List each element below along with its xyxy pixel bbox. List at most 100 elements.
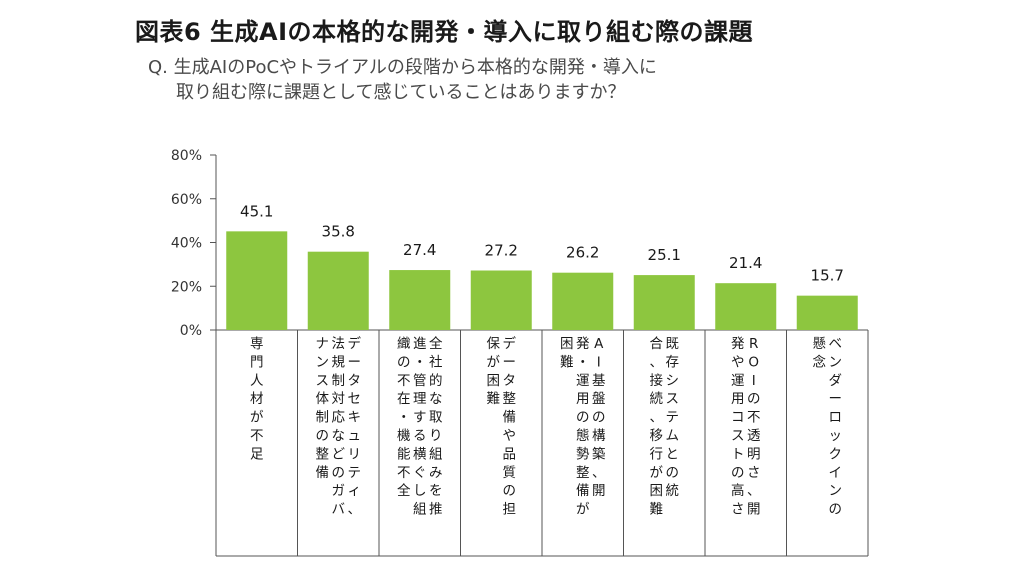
category-label-char: ク [829,446,843,462]
category-label-char: 進 [413,336,427,352]
category-label-char: 築 [592,446,606,462]
category-label-char: 構 [592,428,606,444]
category-label-char: ナ [316,336,330,352]
category-label-char: す [413,410,427,426]
category-label-char: 懸 [813,336,827,352]
category-label-char: 困 [650,483,664,499]
category-label-char: 困 [487,373,501,389]
category-label-char: ト [731,446,745,462]
y-tick-label: 80% [171,148,202,164]
category-label-char: 基 [592,372,606,389]
category-label-char: 、 [650,410,664,426]
y-tick-label: 60% [171,192,202,208]
category-label-char: 備 [503,410,517,426]
category-label-char: I [752,373,756,389]
category-label-char: 体 [316,391,330,407]
bar [389,270,451,330]
category-label-char: 推 [429,502,443,518]
category-label-char: 不 [397,373,411,389]
category-label-char: 専 [250,336,264,352]
category-label-char: リ [348,446,362,462]
category-label-char: 応 [332,410,346,426]
category-label-char: 整 [576,465,590,481]
category-label-char: や [503,428,517,444]
category-label-char: バ [332,502,346,518]
bar [552,272,614,330]
category-label-char: タ [503,373,517,389]
data-label: 15.7 [811,267,844,285]
category-label-char: さ [731,502,745,518]
y-tick-label: 0% [180,323,202,339]
category-label-char: ・ [397,410,411,426]
category-label-char: の [666,465,680,481]
bar [470,270,532,330]
category-label-char: 態 [576,428,590,444]
category-label-char: ベ [829,336,843,352]
category-label-char: A [594,336,604,352]
category-label-char: 開 [592,483,606,499]
category-label-char: の [592,410,606,426]
category-label-char: 、 [348,502,362,518]
category-label-char: 移 [650,428,664,444]
category-label-char: 運 [576,373,590,389]
category-label-char: ガ [332,483,346,499]
category-label-char: 接 [650,372,664,389]
category-label-char: ス [666,391,680,407]
category-label-char: 取 [429,410,443,426]
category-label-char: 難 [487,391,501,407]
category-label-char: の [747,391,761,407]
category-label-char: 不 [250,428,264,444]
category-label-char: ス [316,373,330,389]
category-label-char: ど [332,446,346,462]
category-label-char: の [316,428,330,444]
category-label-char: 運 [731,373,745,389]
category-label-char: ー [829,391,843,407]
y-tick-label: 40% [171,236,202,252]
survey-question-line-1: Q. 生成AIのPoCやトライアルの段階から本格的な開発・導入に [148,57,657,78]
category-label-char: 担 [503,502,517,518]
category-label-char: デ [348,335,362,352]
category-label-char: 質 [503,465,517,481]
category-label-char: 保 [487,336,501,352]
data-label: 26.2 [566,244,599,262]
category-label-char: 発 [731,336,745,352]
category-label-char: 合 [650,336,664,352]
category-label-char: 制 [316,410,330,426]
category-label-char: 念 [813,353,827,370]
category-label-char: 開 [747,502,761,518]
category-label-char: セ [348,391,362,407]
category-label-char: の [576,410,590,426]
category-label-char: の [397,354,411,370]
data-label: 25.1 [648,246,681,264]
category-label-char: 品 [503,446,517,462]
category-label-char: 難 [560,354,574,370]
category-label-char: 不 [397,465,411,481]
bar [715,283,777,330]
category-label-char: 組 [413,502,427,518]
category-label-char: シ [666,373,680,389]
category-label-char: 行 [650,446,664,462]
category-label-char: や [731,354,745,370]
category-label-char: 全 [397,482,411,499]
data-label: 27.4 [403,241,436,259]
category-label-char: O [748,354,759,370]
category-label-char: 全 [429,335,443,352]
category-label-char: 能 [397,446,411,462]
category-label-char: 法 [332,336,346,352]
category-label-char: 整 [316,446,330,462]
category-label-char: 、 [592,465,606,481]
category-label-char: 的 [429,373,443,389]
category-label-char: 制 [332,373,346,389]
category-label-char: 規 [332,354,346,370]
data-label: 35.8 [322,223,355,241]
bar [226,231,288,330]
category-label-char: 続 [650,391,664,407]
category-label-char: ン [316,354,330,370]
category-label-char: テ [348,465,362,481]
category-label-char: ュ [348,428,362,444]
category-label-char: 用 [731,391,745,407]
category-label-char: タ [348,373,362,389]
category-label-char: 備 [576,483,590,499]
bar [307,251,369,330]
